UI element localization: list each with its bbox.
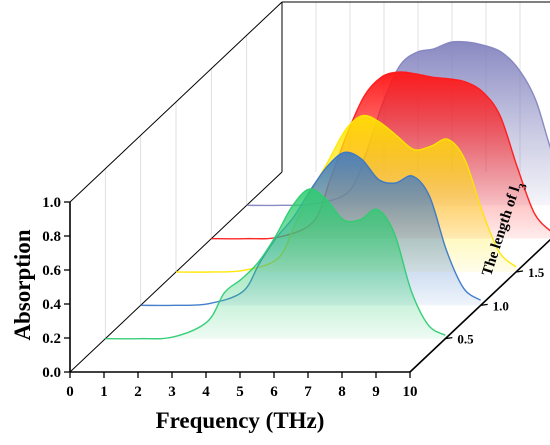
y-tick-label: 0.8 [42,229,61,245]
x-tick-label: 3 [168,384,176,400]
x-tick-label: 6 [270,384,278,400]
z-tick-label: 1.0 [493,298,509,313]
y-axis-title: Absorption [10,229,35,340]
z-axis-title-sub: 3 [517,182,530,191]
x-tick-label: 2 [134,384,142,400]
x-tick-label: 4 [202,384,210,400]
y-tick-label: 0.2 [42,331,61,347]
series-layer [105,40,550,340]
x-tick-label: 9 [372,384,380,400]
z-tick [480,303,488,306]
y-tick-label: 0.4 [42,297,61,313]
x-tick-label: 8 [338,384,346,400]
x-tick-label: 1 [100,384,108,400]
y-tick-label: 0.0 [42,365,61,381]
x-tick-label: 5 [236,384,244,400]
y-tick-label: 1.0 [42,195,61,211]
series-area-0.5 [105,188,446,339]
axis-layer: 0123456789100.00.20.40.60.81.00.51.01.52… [42,195,550,400]
x-axis-title: Frequency (THz) [156,408,325,433]
z-tick-label: 0.5 [457,332,474,347]
x-tick-label: 10 [403,384,418,400]
z-tick-label: 1.5 [528,265,545,280]
series-line-0.5 [105,188,446,340]
x-tick-label: 7 [304,384,312,400]
z-tick [445,337,453,340]
z-tick [515,270,524,273]
y-tick-label: 0.6 [42,263,61,279]
x-tick-label: 0 [66,384,74,400]
frame-edge-top-left [69,1,283,203]
